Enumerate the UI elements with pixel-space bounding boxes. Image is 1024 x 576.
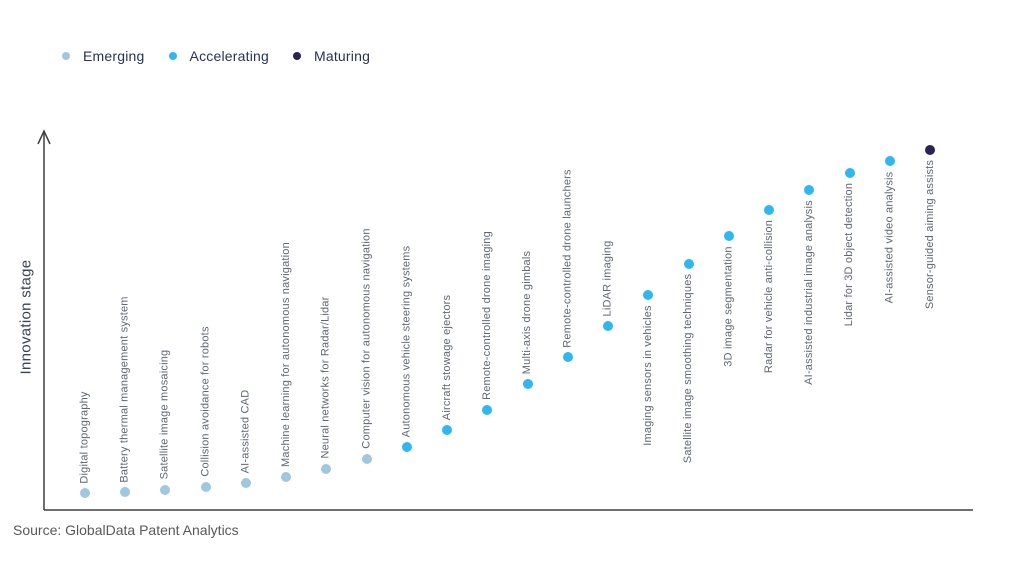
data-point-dot [120, 487, 131, 497]
data-point-dot [522, 379, 533, 389]
data-point-label: Remote-controlled drone launchers [561, 168, 574, 348]
y-axis-arrow-icon [37, 129, 51, 145]
data-point-dot [603, 321, 614, 332]
data-point-label: Satellite image smoothing techniques [682, 273, 695, 464]
data-point-label: Aircraft stowage ejectors [440, 294, 453, 421]
data-point-dot [723, 231, 734, 242]
data-point-dot [884, 156, 895, 167]
data-point-label: Imaging sensors in vehicles [641, 305, 654, 446]
data-point-label: LiDAR imaging [601, 240, 614, 317]
data-point-label: Autonomous vehicle steering systems [400, 245, 413, 437]
data-point-label: AI-assisted video analysis [883, 171, 896, 304]
data-point-label: Computer vision for autonomous navigatio… [360, 228, 373, 450]
data-point-dot [160, 484, 171, 495]
data-point-label: Sensor-guided aiming assists [923, 159, 936, 310]
data-point-dot [442, 425, 453, 436]
data-point-label: Neural networks for Radar/Lidar [319, 296, 332, 460]
legend-item-maturing: Maturing [292, 48, 371, 64]
data-point-dot [321, 463, 332, 474]
data-point-dot [683, 259, 694, 270]
data-point-dot [240, 478, 251, 488]
data-point-label: Multi-axis drone gimbals [521, 250, 534, 375]
data-point-label: 3D image segmentation [722, 245, 735, 367]
data-point-dot [482, 404, 493, 415]
legend-item-accelerating: Accelerating [168, 48, 269, 64]
data-point-dot [80, 488, 90, 499]
data-point-dot [804, 184, 815, 195]
data-point-dot [643, 290, 654, 301]
data-point-label: AI-assisted CAD [239, 389, 252, 473]
accelerating-dot-icon [168, 52, 177, 60]
data-point-label: AI-assisted industrial image analysis [802, 200, 815, 385]
legend-item-emerging: Emerging [62, 48, 145, 64]
legend-label: Emerging [83, 48, 145, 64]
legend-label: Accelerating [189, 48, 269, 64]
legend: Emerging Accelerating Maturing [62, 48, 370, 64]
emerging-dot-icon [62, 52, 70, 60]
source-text: Source: GlobalData Patent Analytics [13, 522, 239, 538]
data-point-dot [200, 481, 211, 492]
data-point-dot [764, 205, 775, 216]
data-point-dot [925, 145, 936, 155]
data-point-label: Remote-controlled drone imaging [480, 230, 493, 400]
data-point-dot [401, 442, 412, 452]
data-point-label: Machine learning for autonomous navigati… [279, 241, 292, 467]
data-point-dot [281, 471, 292, 482]
data-point-dot [844, 168, 855, 179]
legend-label: Maturing [313, 48, 371, 64]
data-point-label: Digital topography [78, 390, 91, 484]
data-point-label: Collision avoidance for robots [199, 326, 212, 478]
data-point-dot [361, 453, 372, 464]
data-point-label: Lidar for 3D object detection [843, 182, 856, 327]
data-point-label: Battery thermal management system [118, 295, 131, 483]
data-point-dot [562, 352, 573, 362]
data-point-label: Satellite image mosaicing [158, 349, 171, 480]
maturing-dot-icon [292, 52, 301, 60]
data-point-label: Radar for vehicle anti-collision [762, 220, 775, 374]
